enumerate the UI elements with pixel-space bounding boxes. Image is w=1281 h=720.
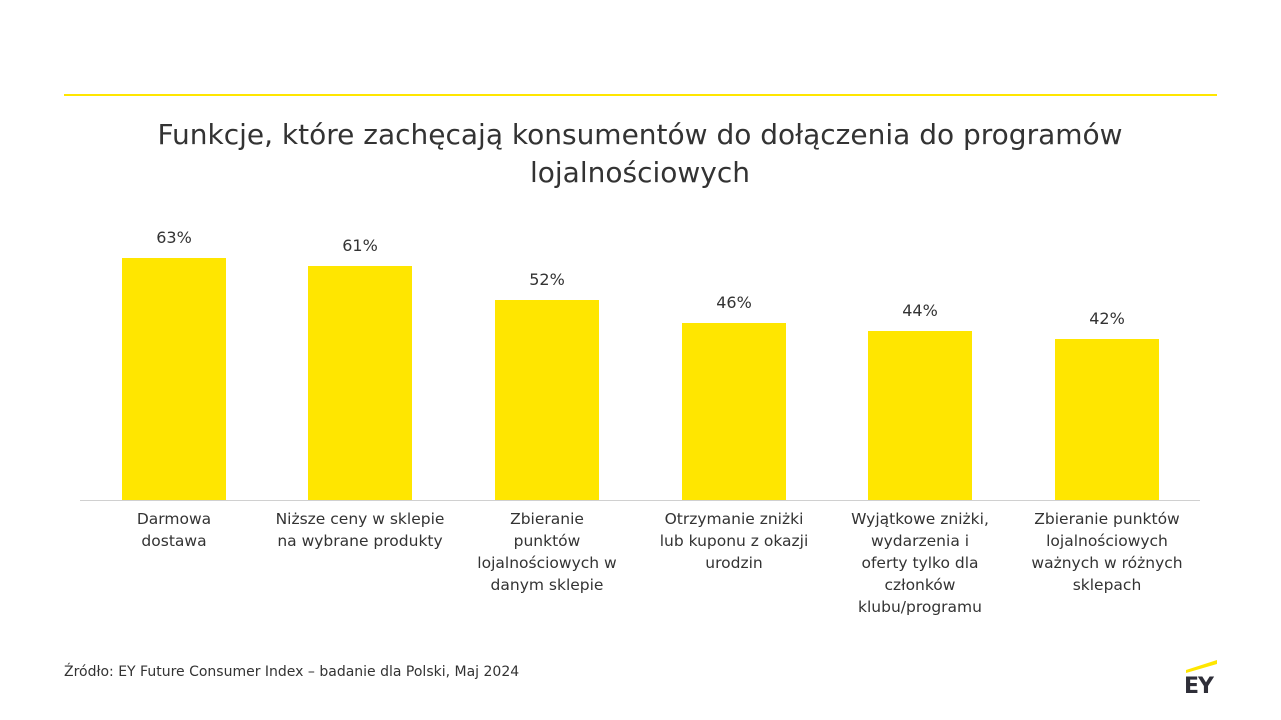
value-label: 61%	[342, 235, 378, 255]
bar	[122, 258, 226, 500]
x-tick-label: Niższe ceny w sklepie na wybrane produkt…	[275, 510, 445, 550]
x-tick-label: Otrzymanie zniżki lub kuponu z okazji ur…	[659, 510, 809, 572]
x-tick-label: Wyjątkowe zniżki, wydarzenia i oferty ty…	[851, 510, 989, 616]
chart-title: Funkcje, które zachęcają konsumentów do …	[157, 118, 1123, 189]
value-label: 46%	[716, 293, 752, 313]
value-label: 52%	[529, 270, 565, 290]
value-label: 44%	[902, 301, 938, 321]
x-tick-label: Darmowa dostawa	[136, 510, 212, 550]
bar	[495, 300, 599, 500]
value-label: 63%	[156, 228, 192, 248]
x-tick-label: Zbieranie punktów lojalnościowych w dany…	[477, 510, 617, 594]
x-tick-label: Zbieranie punktów lojalnościowych ważnyc…	[1031, 510, 1183, 594]
bar	[682, 323, 786, 500]
value-label: 42%	[1089, 308, 1125, 328]
logo-mark	[1186, 660, 1217, 673]
bar	[308, 265, 412, 500]
bar	[868, 331, 972, 500]
logo: EY	[1184, 674, 1214, 699]
source-note: Źródło: EY Future Consumer Index – badan…	[64, 664, 520, 680]
bar	[1055, 338, 1159, 500]
